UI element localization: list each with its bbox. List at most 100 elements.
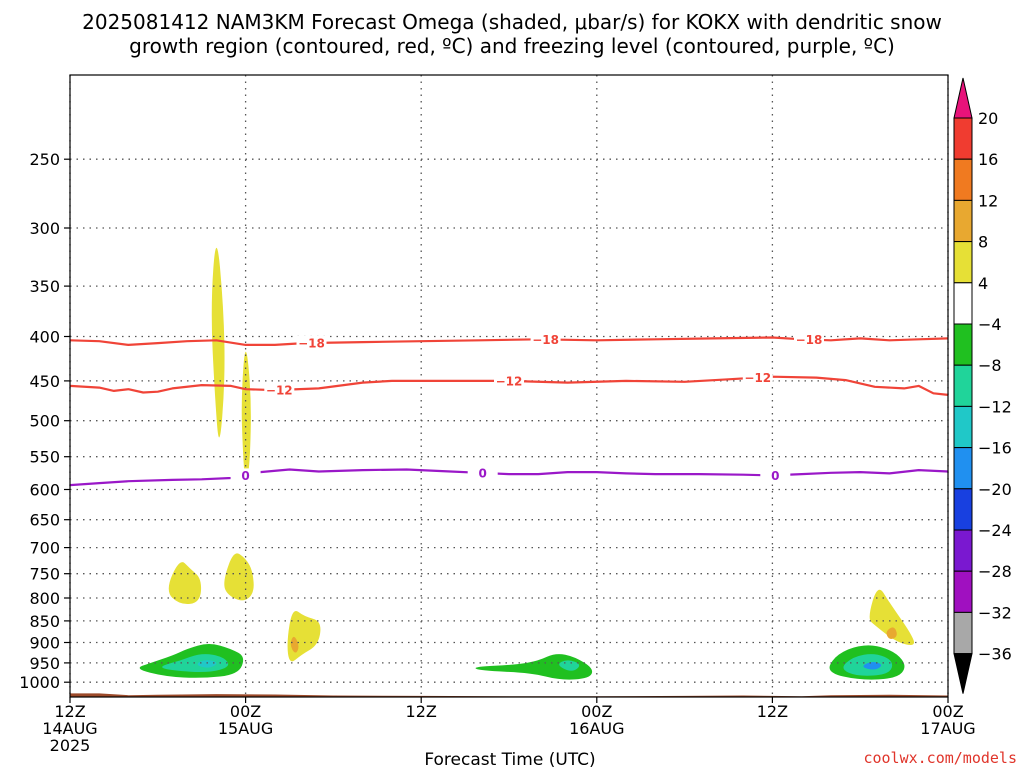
y-tick-label-650: 650: [29, 511, 60, 530]
x-tick-label-12-1: 00Z: [230, 702, 261, 721]
colorbar-box-3: [953, 199, 973, 243]
y-tick-label-1000: 1000: [19, 673, 60, 692]
contour-label-0-1: 0: [241, 469, 249, 483]
omega-region-yellow-mid-left: [287, 610, 321, 662]
colorbar-box-9: [953, 447, 973, 490]
omega-region-orange-right: [886, 627, 897, 639]
y-tick-label-950: 950: [29, 654, 60, 673]
x-axis-title: Forecast Time (UTC): [424, 750, 595, 768]
omega-region-yellow-tall-column-b: [241, 351, 251, 482]
y-tick-label-500: 500: [29, 412, 60, 431]
contour-label-0-3: 0: [771, 469, 779, 483]
colorbar-box-1: [953, 117, 973, 160]
contour-label-bg: [264, 382, 295, 397]
colorbar-top-arrow: [953, 77, 973, 119]
colorbar-label-2: 16: [978, 150, 998, 169]
plot-frame: [69, 74, 949, 698]
contour-label-bg: [296, 335, 327, 350]
x-tick-label-60-2: 17AUG: [920, 719, 975, 738]
y-tick-label-800: 800: [29, 589, 60, 608]
omega-region-orange-mid-left: [290, 636, 299, 653]
colorbar-box-8: [953, 405, 973, 449]
colorbar-label-6: −4: [978, 315, 1002, 334]
omega-colorbar: 20 16 12 8 4 −4 −8 −12 −16 −20 −24 −28 −32 −36: [953, 77, 1012, 694]
y-tick-label-250: 250: [29, 150, 60, 169]
colorbar-box-2: [953, 158, 973, 201]
contour-label--12-2: −12: [496, 374, 523, 388]
colorbar-label-12: −28: [978, 562, 1012, 581]
colorbar-bottom-arrow: [953, 653, 973, 694]
contour-lines: −18 −18 −18 −12 −12 −12 0 0 0: [69, 332, 949, 487]
colorbar-label-5: 4: [978, 274, 988, 293]
contour-label--12-3: −12: [744, 371, 771, 385]
pressure-axis: 250 300 350 400 450 500 550 600 650 700 750 800 850 9…: [19, 150, 70, 692]
colorbar-label-14: −36: [978, 645, 1012, 664]
y-tick-label-850: 850: [29, 612, 60, 631]
colorbar-label-8: −12: [978, 397, 1012, 416]
y-tick-label-750: 750: [29, 565, 60, 584]
contour-label-bg: [794, 332, 824, 347]
colorbar-label-13: −32: [978, 603, 1012, 622]
contour-label--12-1: −12: [266, 383, 293, 397]
y-tick-label-700: 700: [29, 539, 60, 558]
y-tick-label-400: 400: [29, 328, 60, 347]
contour-line-0: [69, 468, 949, 487]
colorbar-box-11: [953, 529, 973, 572]
contour-label--18-3: −18: [796, 333, 823, 347]
y-tick-label-600: 600: [29, 481, 60, 500]
omega-region-yellow-tall-column-a: [211, 247, 225, 438]
contour-label-bg: [494, 373, 524, 388]
colorbar-label-10: −20: [978, 480, 1012, 499]
colorbar-label-9: −16: [978, 439, 1012, 458]
contour-label-0-2: 0: [479, 466, 487, 480]
omega-region-cyan-left: [197, 660, 217, 668]
x-tick-label-12-2: 15AUG: [218, 719, 273, 738]
contour-label--18-1: −18: [298, 336, 325, 350]
y-tick-label-550: 550: [29, 448, 60, 467]
omega-region-teal-left: [162, 654, 229, 672]
colorbar-label-11: −24: [978, 521, 1012, 540]
omega-region-yellow-right: [869, 589, 915, 646]
contour-line--18: [69, 336, 949, 346]
colorbar-box-13: [953, 611, 973, 655]
colorbar-label-7: −8: [978, 356, 1002, 375]
y-tick-label-900: 900: [29, 634, 60, 653]
chart-title-line1: 2025081412 NAM3KM Forecast Omega (shaded…: [82, 10, 942, 34]
credit-label: coolwx.com/models: [863, 749, 1017, 767]
contour-label-bg: [467, 465, 498, 480]
colorbar-box-6: [953, 323, 973, 366]
colorbar-box-7: [953, 364, 973, 407]
contour-label--18-2: −18: [532, 333, 559, 347]
x-tick-label-36-1: 00Z: [581, 702, 612, 721]
x-tick-label-0-2: 14AUG: [42, 719, 97, 738]
omega-region-yellow-upper-left-b: [168, 562, 202, 605]
colorbar-label-4: 8: [978, 233, 988, 252]
x-tick-label-36-2: 16AUG: [569, 719, 624, 738]
colorbar-box-5: [953, 282, 973, 325]
colorbar-label-1: 20: [978, 109, 998, 128]
colorbar-box-10: [953, 488, 973, 531]
x-tick-label-48-1: 12Z: [757, 702, 788, 721]
omega-region-green-center: [475, 654, 593, 680]
omega-region-yellow-upper-left: [224, 553, 254, 601]
y-tick-label-450: 450: [29, 372, 60, 391]
plot-area: [70, 247, 948, 697]
contour-label-bg: [230, 468, 261, 483]
x-tick-label-60-1: 00Z: [932, 702, 963, 721]
contour-label-bg: [760, 468, 791, 483]
ground-surface: [70, 693, 948, 697]
x-tick-label-24-1: 12Z: [406, 702, 437, 721]
omega-region-blue-right: [863, 662, 882, 670]
contour-label-bg: [530, 332, 561, 347]
pressure-gridlines: [70, 158, 948, 683]
y-tick-label-300: 300: [29, 219, 60, 238]
x-tick-label-0-1: 12Z: [54, 702, 85, 721]
colorbar-box-12: [953, 570, 973, 613]
x-tick-label-0-3: 2025: [50, 736, 91, 755]
contour-label-bg: [742, 370, 773, 385]
y-tick-label-350: 350: [29, 277, 60, 296]
chart-title-line2: growth region (contoured, red, ºC) and f…: [129, 34, 895, 58]
contour-line--12: [69, 375, 949, 396]
